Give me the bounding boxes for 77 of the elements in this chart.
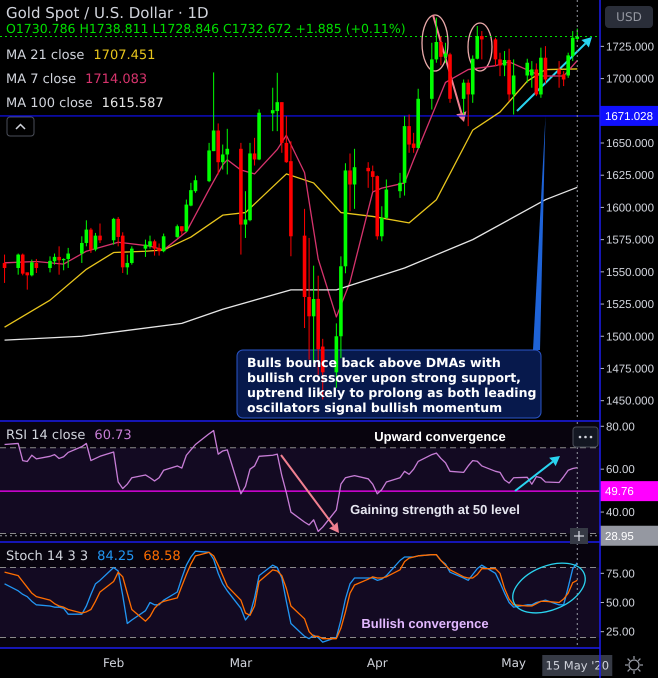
candlestick: [112, 217, 116, 246]
candlestick: [502, 50, 506, 77]
candlestick: [16, 253, 20, 276]
y-tick-label: 50.00: [606, 598, 635, 610]
x-tick-label: Feb: [103, 656, 124, 670]
candlestick: [466, 78, 470, 127]
candlestick: [544, 46, 548, 84]
annotation: MA 7 close 1714.083: [6, 72, 148, 87]
x-tick-label: Apr: [366, 656, 388, 670]
candlestick: [494, 37, 498, 67]
candlestick: [498, 52, 502, 77]
annotation: Bullish convergence: [361, 616, 489, 631]
text: O1730.786 H1738.811 L1728.846 C1732.672 +1.885 (+0.11%): [6, 21, 406, 36]
candlestick: [475, 26, 480, 60]
candlestick: [525, 58, 530, 84]
y-tick-label: 80.00: [606, 421, 635, 434]
y-tick-label: 1600.000: [606, 202, 654, 214]
annotation: Upward convergence: [374, 429, 506, 444]
candlestick: [275, 72, 280, 132]
candlestick: [80, 236, 84, 264]
candlestick: [439, 36, 443, 66]
candlestick: [175, 224, 180, 238]
candlestick: [348, 152, 352, 212]
candlestick: [480, 30, 484, 60]
candlestick: [352, 148, 356, 210]
chart-title: Gold Spot / U.S. Dollar · 1D: [6, 4, 209, 22]
candlestick: [130, 246, 134, 266]
y-tick-label: 1575.000: [606, 234, 654, 247]
ref-line-label: 49.76: [605, 486, 634, 498]
y-tick-label: 1700.000: [606, 74, 654, 86]
candlestick: [30, 259, 34, 277]
y-tick-label: 1450.000: [606, 396, 654, 408]
candlestick: [2, 254, 6, 284]
candlestick: [270, 87, 275, 132]
annotation: MA 100 close 1615.587: [6, 96, 164, 111]
annotation: MA 21 close 1707.451: [6, 48, 156, 63]
candlestick: [562, 70, 566, 87]
candlestick: [84, 220, 88, 247]
candlestick: [220, 144, 225, 170]
line-series: [4, 430, 578, 532]
y-tick-label: 1650.000: [606, 138, 654, 150]
y-tick-label: 40.00: [606, 507, 635, 520]
candlestick: [512, 58, 516, 116]
candlestick: [125, 254, 130, 276]
candlestick: [225, 128, 230, 175]
annotation: RSI 14 close 60.73: [6, 428, 132, 443]
candlestick: [89, 227, 93, 254]
y-tick-label: 1625.000: [606, 170, 654, 182]
candlestick: [380, 206, 384, 242]
candlestick: [66, 247, 70, 268]
candlestick: [557, 60, 561, 88]
y-tick-label: 1475.000: [606, 363, 654, 376]
candlestick: [444, 42, 448, 64]
x-tick-label: Mar: [230, 656, 252, 670]
line-series: [4, 186, 578, 341]
ref-line-label: 28.95: [605, 530, 634, 543]
ref-line-label: 1671.028: [605, 110, 653, 123]
x-tick-label: May: [501, 656, 526, 670]
candlestick: [434, 17, 438, 64]
candlestick: [162, 233, 166, 253]
y-tick-label: 1525.000: [606, 299, 654, 312]
y-tick-label: 25.00: [606, 626, 635, 639]
annotation: Gaining strength at 50 level: [350, 502, 520, 517]
candlestick: [34, 258, 38, 274]
y-tick-label: 1550.000: [606, 266, 654, 279]
candlestick: [98, 223, 102, 244]
candlestick: [94, 232, 98, 252]
text: USD: [616, 10, 642, 24]
y-tick-label: 60.00: [606, 464, 635, 476]
candlestick: [398, 172, 402, 198]
candlestick: [462, 78, 466, 116]
y-tick-label: 1725.000: [606, 41, 654, 54]
candlestick: [252, 137, 256, 166]
y-tick-label: 1500.000: [606, 331, 654, 344]
candlestick: [20, 253, 25, 276]
annotation: Stoch 14 3 3 84.25 68.58: [6, 549, 181, 564]
y-tick-label: 75.00: [606, 568, 635, 580]
